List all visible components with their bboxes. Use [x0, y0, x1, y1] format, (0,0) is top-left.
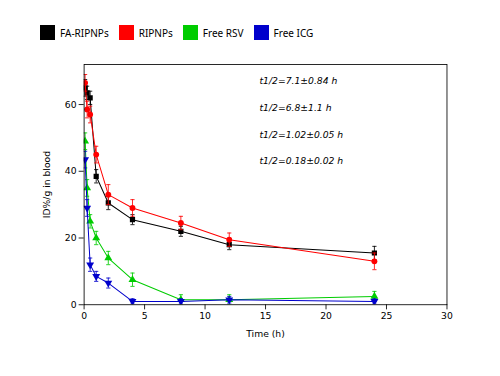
svg-text:40: 40 [65, 165, 77, 176]
svg-text:20: 20 [320, 310, 332, 321]
svg-text:10: 10 [199, 310, 211, 321]
html-text:Free RSV: Free RSV [202, 25, 244, 40]
svg-text:30: 30 [441, 310, 453, 321]
svg-text:Time (h): Time (h) [245, 328, 285, 339]
svg-text:0: 0 [71, 299, 77, 310]
html-text:Free ICG: Free ICG [273, 25, 314, 40]
svg-text:20: 20 [65, 232, 77, 243]
html-text:RIPNPs: RIPNPs [138, 25, 173, 40]
svg-text:t1/2=1.02±0.05 h: t1/2=1.02±0.05 h [259, 129, 343, 140]
svg-text:ID%/g in blood: ID%/g in blood [41, 151, 52, 218]
svg-text:25: 25 [381, 310, 393, 321]
svg-text:15: 15 [260, 310, 272, 321]
svg-text:5: 5 [142, 310, 148, 321]
svg-text:60: 60 [65, 98, 77, 109]
svg-text:t1/2=6.8±1.1 h: t1/2=6.8±1.1 h [259, 102, 331, 113]
svg-text:0: 0 [81, 310, 87, 321]
html-text:FA-RIPNPs: FA-RIPNPs [60, 25, 109, 40]
svg-text:t1/2=7.1±0.84 h: t1/2=7.1±0.84 h [259, 75, 337, 86]
svg-text:t1/2=0.18±0.02 h: t1/2=0.18±0.02 h [259, 155, 343, 166]
